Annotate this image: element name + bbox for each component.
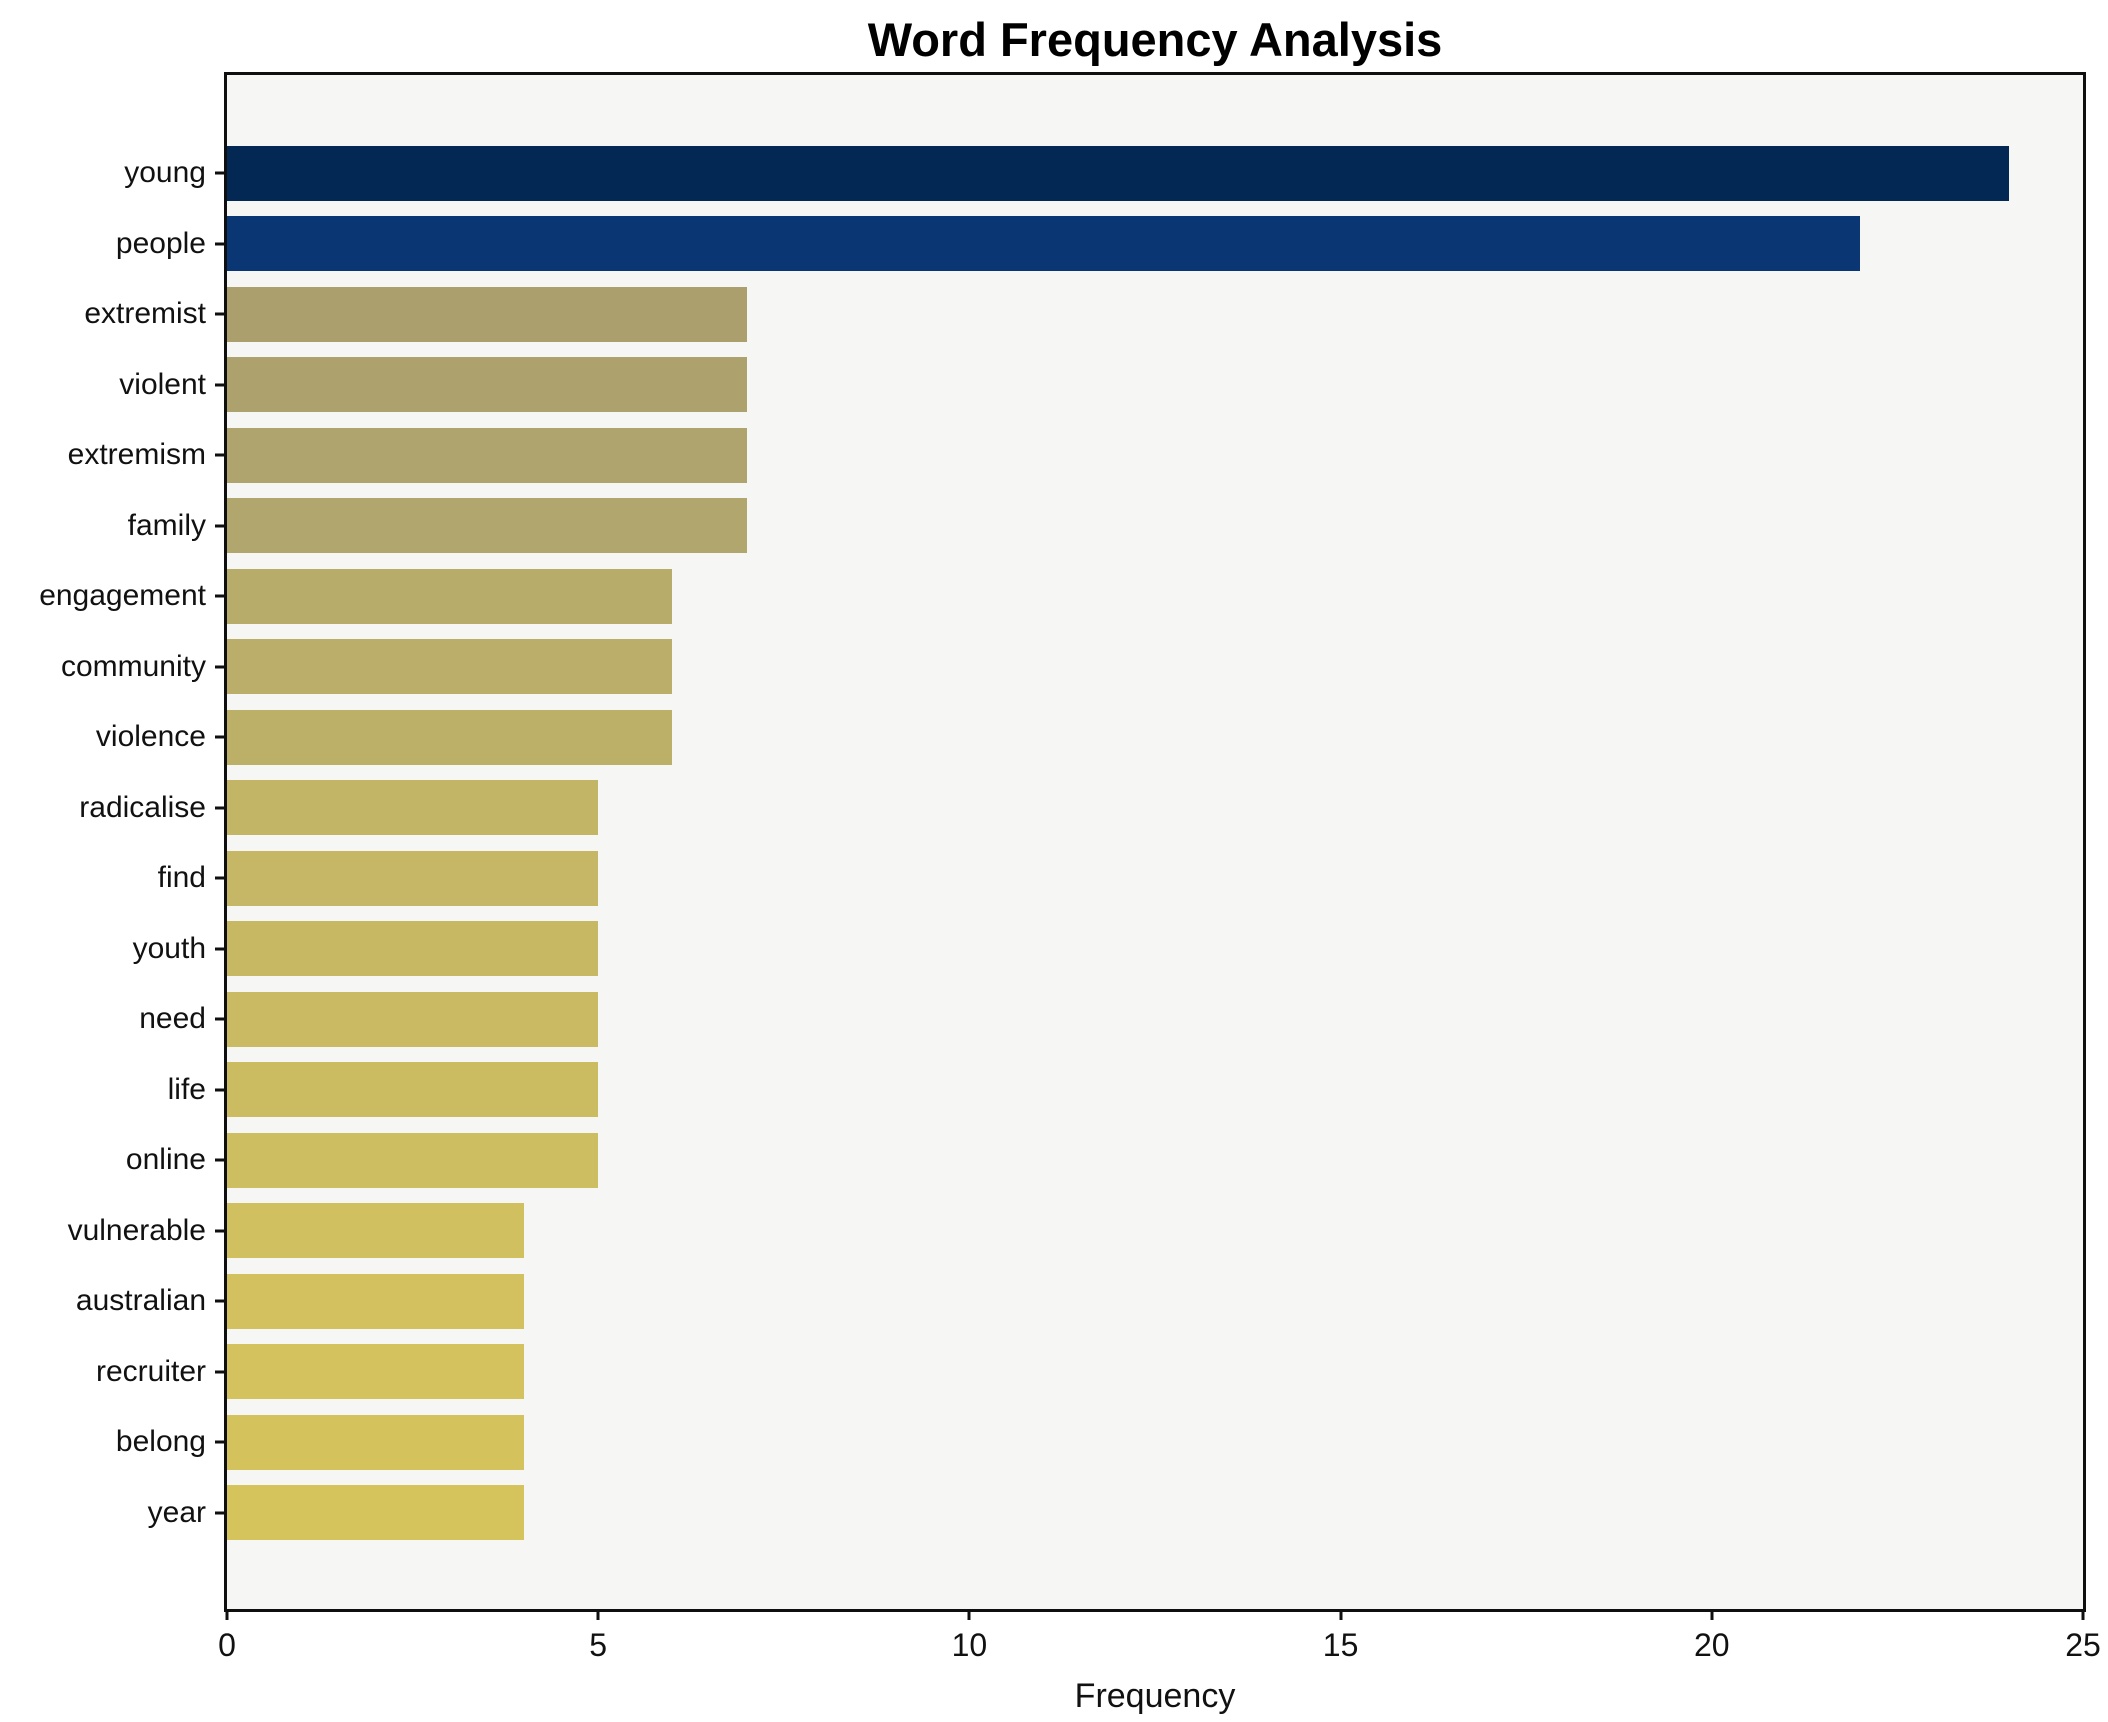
bar-row: community: [61, 632, 2083, 703]
y-tick-mark: [215, 453, 224, 457]
category-label: find: [157, 861, 206, 895]
bar-row: people: [116, 209, 2083, 280]
bar: [227, 1132, 599, 1188]
chart-title: Word Frequency Analysis: [867, 13, 1443, 66]
bar-row: find: [158, 843, 2083, 914]
y-tick-mark: [215, 383, 224, 387]
bar: [227, 216, 1861, 272]
x-tick-mark: [1339, 1609, 1343, 1620]
bar: [227, 427, 747, 483]
bars-container: young people extremist violent extremism fami…: [39, 138, 2083, 1549]
y-tick-mark: [215, 1088, 224, 1092]
category-label: community: [60, 649, 206, 683]
bar: [227, 1344, 524, 1400]
y-tick-mark: [215, 312, 224, 316]
category-label: recruiter: [95, 1354, 206, 1388]
bar: [227, 357, 747, 413]
category-label: extremist: [84, 297, 206, 331]
y-tick-mark: [215, 1158, 224, 1162]
bar: [227, 991, 599, 1047]
y-tick-mark: [215, 1299, 224, 1303]
bar: [227, 498, 747, 554]
x-tick-mark: [2081, 1609, 2085, 1620]
x-axis-label: Frequency: [1074, 1677, 1236, 1715]
plot-area: Word Frequency Analysis young people extre…: [39, 16, 2101, 1713]
y-tick-mark: [215, 806, 224, 810]
bar: [227, 921, 599, 977]
category-label: violent: [119, 367, 206, 401]
x-tick-mark: [1710, 1609, 1714, 1620]
category-label: year: [147, 1495, 206, 1529]
bar-row: belong: [116, 1407, 2083, 1478]
category-label: need: [139, 1002, 206, 1036]
bar-row: violent: [119, 350, 2083, 421]
category-label: australian: [75, 1284, 206, 1318]
y-tick-mark: [215, 1440, 224, 1444]
bar-row: violence: [96, 702, 2083, 773]
bar-row: radicalise: [79, 773, 2083, 844]
x-tick-label: 15: [1322, 1627, 1359, 1663]
bar: [227, 1485, 524, 1541]
x-tick-label: 25: [2065, 1627, 2101, 1663]
bar: [227, 1414, 524, 1470]
bar-row: engagement: [39, 561, 2083, 632]
bar-row: young: [124, 138, 2083, 209]
category-label: extremism: [67, 438, 206, 472]
x-tick-mark: [225, 1609, 229, 1620]
bar: [227, 1273, 524, 1329]
bar: [227, 780, 599, 836]
x-tick-mark: [967, 1609, 971, 1620]
bar: [227, 145, 2009, 201]
category-label: belong: [115, 1425, 206, 1459]
category-label: radicalise: [79, 790, 206, 824]
category-label: online: [125, 1143, 206, 1177]
bar: [227, 709, 673, 765]
bar: [227, 1062, 599, 1118]
bar-row: vulnerable: [68, 1196, 2083, 1267]
y-tick-mark: [215, 1017, 224, 1021]
bar-row: youth: [133, 914, 2083, 985]
y-tick-mark: [215, 171, 224, 175]
bar-row: need: [139, 984, 2083, 1055]
y-tick-mark: [215, 1511, 224, 1515]
bar-row: australian: [76, 1266, 2083, 1337]
category-label: violence: [95, 720, 206, 754]
x-tick-label: 5: [589, 1627, 608, 1663]
y-tick-mark: [215, 242, 224, 246]
y-tick-mark: [215, 1229, 224, 1233]
bar-row: recruiter: [96, 1337, 2083, 1408]
bar-row: life: [168, 1055, 2083, 1126]
category-label: young: [124, 156, 206, 190]
bar-row: year: [148, 1478, 2083, 1549]
x-tick-label: 0: [218, 1627, 236, 1663]
category-label: vulnerable: [67, 1213, 206, 1247]
y-tick-mark: [215, 665, 224, 669]
y-tick-mark: [215, 1370, 224, 1374]
bar-row: extremist: [84, 279, 2083, 350]
y-tick-mark: [215, 947, 224, 951]
category-label: youth: [132, 931, 206, 965]
bar-row: online: [126, 1125, 2083, 1196]
y-tick-mark: [215, 735, 224, 739]
bar: [227, 286, 747, 342]
x-tick-label: 20: [1694, 1627, 1730, 1663]
bar-row: extremism: [68, 420, 2083, 491]
category-label: life: [167, 1072, 206, 1106]
bar: [227, 639, 673, 695]
y-tick-mark: [215, 594, 224, 598]
category-label: family: [127, 508, 206, 542]
category-label: people: [115, 226, 206, 260]
x-tick-label: 10: [951, 1627, 988, 1663]
x-tick-mark: [596, 1609, 600, 1620]
bar: [227, 1203, 524, 1259]
bar: [227, 568, 673, 624]
bar: [227, 850, 599, 906]
bar-row: family: [128, 491, 2083, 562]
y-tick-mark: [215, 524, 224, 528]
y-tick-mark: [215, 876, 224, 880]
category-label: engagement: [39, 579, 206, 613]
